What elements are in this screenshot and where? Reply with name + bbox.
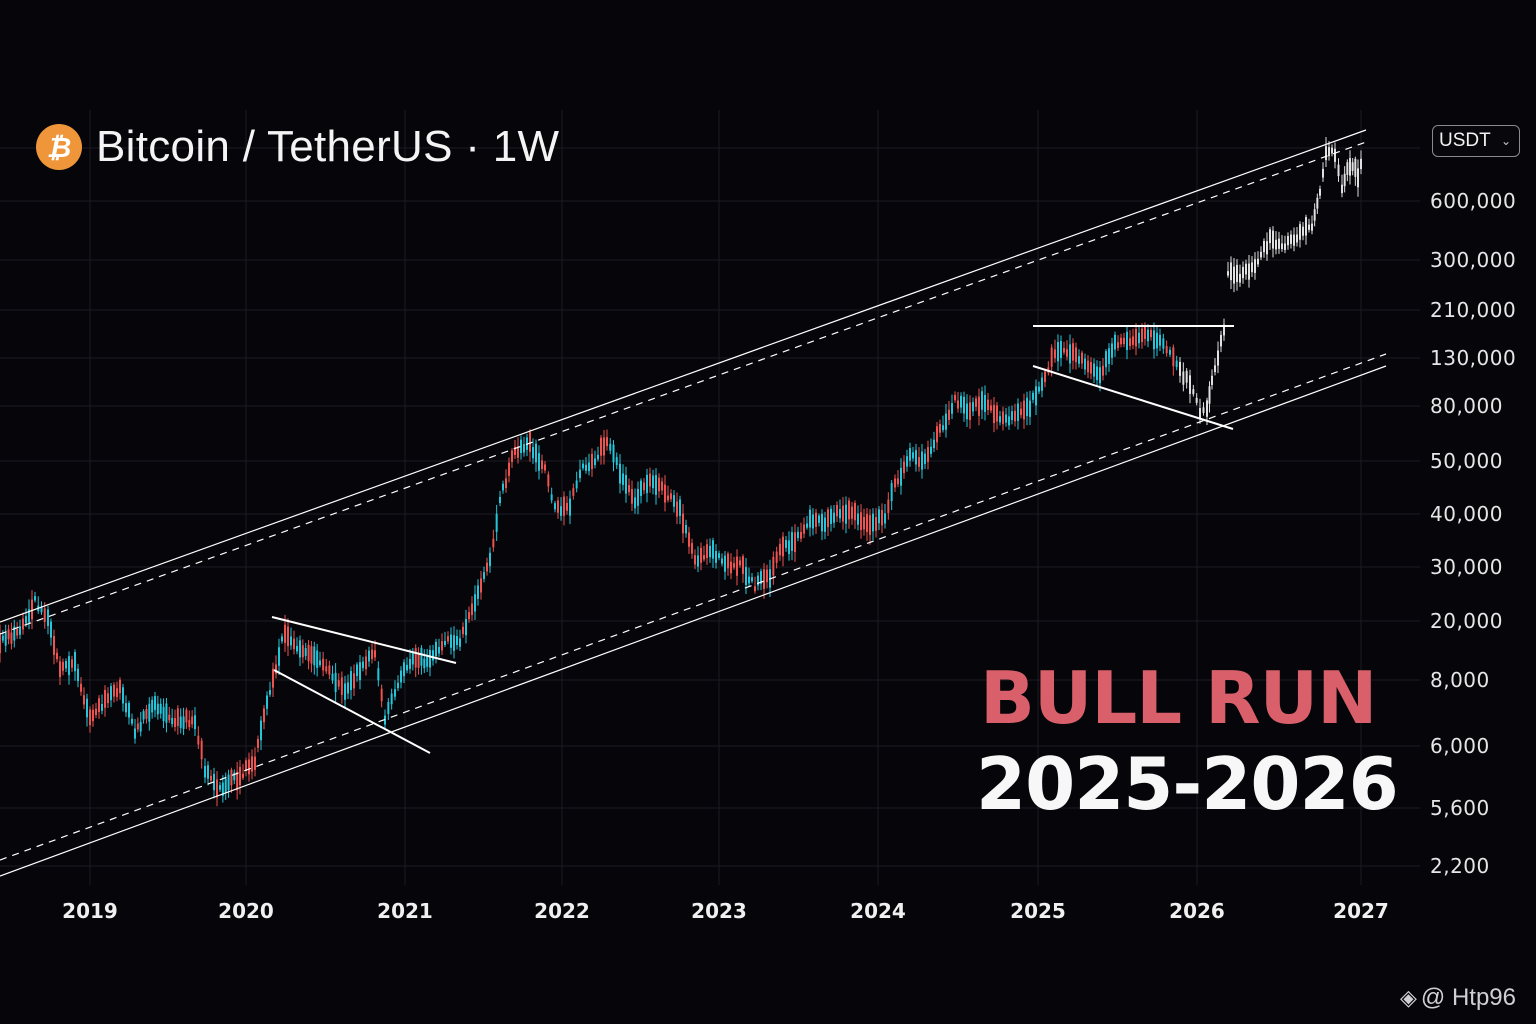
year-label: 2019 [62,899,118,923]
price-label: 20,000 [1430,609,1503,633]
price-label: 80,000 [1430,394,1503,418]
headline-bull-run: BULL RUN [980,656,1377,740]
watermark: ◈ @ Htp96 [1400,984,1516,1012]
year-label: 2025 [1010,899,1066,923]
price-label: 300,000 [1430,248,1517,272]
binance-logo-icon: ◈ [1400,985,1417,1010]
trend-lines [0,129,1387,877]
watermark-handle: @ Htp96 [1420,984,1516,1011]
chart-title: Bitcoin / TetherUS · 1W [96,122,560,171]
price-label: 40,000 [1430,502,1503,526]
year-label: 2024 [850,899,906,923]
year-label: 2026 [1169,899,1225,923]
chart-header: ₿ Bitcoin / TetherUS · 1W [36,122,559,172]
price-label: 50,000 [1430,449,1503,473]
bitcoin-icon: ₿ [36,124,82,170]
year-label: 2022 [534,899,590,923]
price-label: 130,000 [1430,346,1517,370]
price-label: 6,000 [1430,734,1490,758]
year-label: 2027 [1333,899,1389,923]
price-label: 210,000 [1430,298,1517,322]
chart-grid [0,110,1420,885]
currency-value: USDT [1439,130,1491,151]
year-label: 2020 [218,899,274,923]
year-label: 2021 [377,899,433,923]
price-label: 2,200 [1430,854,1490,878]
price-label: 8,000 [1430,668,1490,692]
currency-select[interactable]: USDT ⌄ [1432,125,1520,157]
price-label: 600,000 [1430,189,1517,213]
price-label: 30,000 [1430,555,1503,579]
headline-years: 2025-2026 [976,742,1399,826]
year-label: 2023 [691,899,747,923]
price-label: 5,600 [1430,796,1490,820]
chevron-down-icon: ⌄ [1500,134,1511,148]
